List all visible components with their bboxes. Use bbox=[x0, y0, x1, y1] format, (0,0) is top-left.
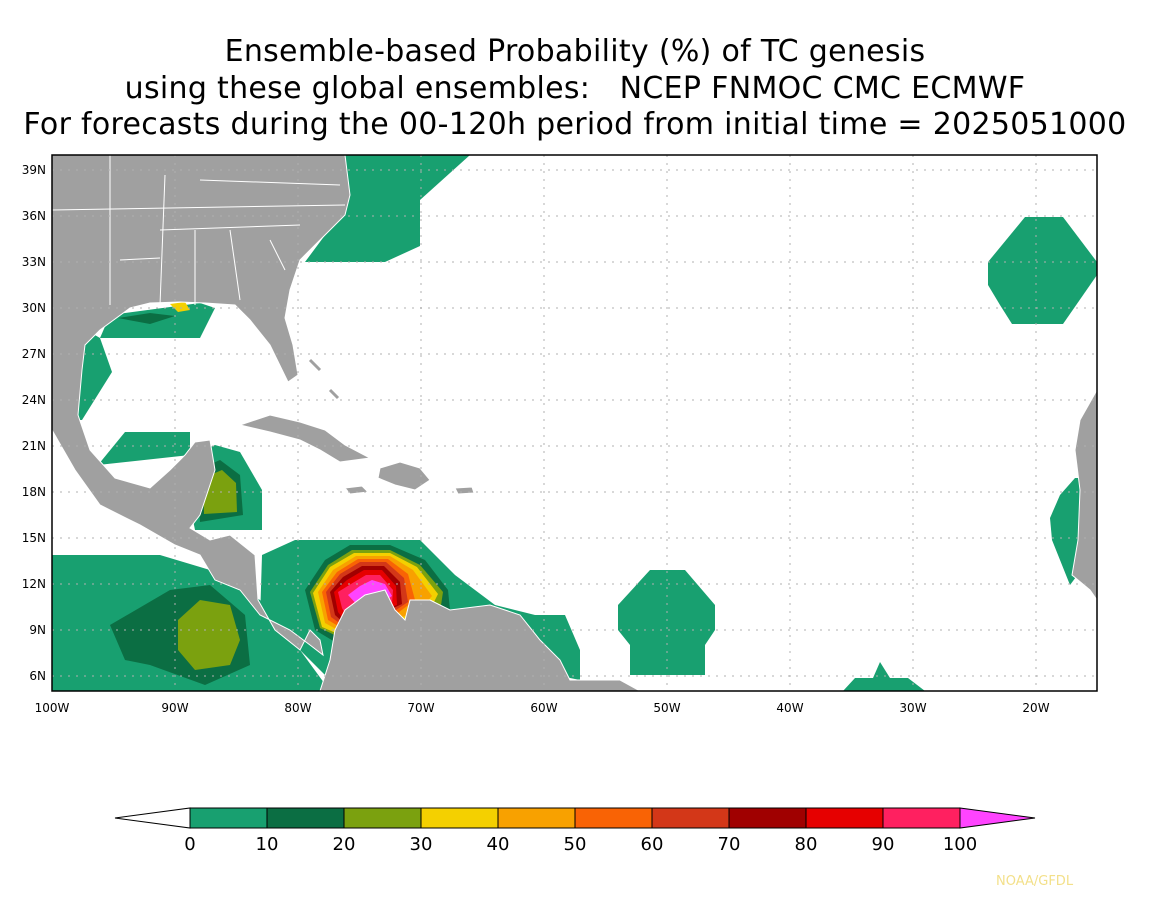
lat-axis: 39N 36N 33N 30N 27N 24N 21N 18N 15N 12N … bbox=[22, 163, 46, 683]
colorbar-swatch bbox=[728, 807, 807, 829]
title-line-3: For forecasts during the 00-120h period … bbox=[23, 107, 1127, 142]
credit-text: NOAA/GFDL bbox=[996, 874, 1074, 889]
lat-tick-label: 6N bbox=[29, 669, 46, 683]
lat-tick-label: 9N bbox=[29, 623, 46, 637]
jamaica bbox=[344, 485, 370, 495]
colorbar-label: 50 bbox=[564, 834, 587, 855]
colorbar-label: 40 bbox=[487, 834, 510, 855]
grid bbox=[52, 155, 1097, 691]
colorbar-swatch bbox=[189, 807, 268, 829]
colorbar-label: 60 bbox=[641, 834, 664, 855]
lat-tick-label: 39N bbox=[22, 163, 46, 177]
prob-area-gulf-north-core bbox=[118, 313, 175, 324]
prob-area-central-atlantic bbox=[618, 570, 715, 675]
colorbar-swatch bbox=[651, 807, 730, 829]
map-panel bbox=[52, 155, 1097, 691]
colorbar-swatch bbox=[574, 807, 653, 829]
prob-area-east-atlantic-north bbox=[988, 217, 1097, 324]
cuba bbox=[238, 414, 372, 463]
colorbar-swatch bbox=[805, 807, 884, 829]
lat-tick-label: 15N bbox=[22, 531, 46, 545]
lon-axis: 100W 90W 80W 70W 60W 50W 40W 30W 20W bbox=[35, 701, 1050, 715]
colorbar-swatch bbox=[266, 807, 345, 829]
title-line-1: Ensemble-based Probability (%) of TC gen… bbox=[224, 34, 926, 69]
bahamas bbox=[308, 358, 340, 400]
colorbar: 0 10 20 30 40 50 60 70 80 90 100 bbox=[114, 807, 1036, 855]
lon-tick-label: 20W bbox=[1022, 701, 1049, 715]
south-america bbox=[319, 589, 641, 691]
lat-tick-label: 12N bbox=[22, 577, 46, 591]
lat-tick-label: 24N bbox=[22, 393, 46, 407]
lon-tick-label: 70W bbox=[407, 701, 434, 715]
lon-tick-label: 100W bbox=[35, 701, 70, 715]
lat-tick-label: 21N bbox=[22, 439, 46, 453]
lat-tick-label: 36N bbox=[22, 209, 46, 223]
map-frame bbox=[51, 154, 1098, 692]
colorbar-label: 90 bbox=[872, 834, 895, 855]
title-line-2: using these global ensembles: NCEP FNMOC… bbox=[124, 71, 1026, 106]
colorbar-swatch bbox=[420, 807, 499, 829]
lat-tick-label: 27N bbox=[22, 347, 46, 361]
lon-tick-label: 90W bbox=[161, 701, 188, 715]
state-borders bbox=[52, 155, 346, 306]
colorbar-swatch bbox=[343, 807, 422, 829]
colorbar-label: 10 bbox=[256, 834, 279, 855]
puerto-rico bbox=[454, 486, 475, 495]
colorbar-swatch bbox=[497, 807, 576, 829]
hispaniola bbox=[377, 461, 431, 491]
prob-area-yucatan-west bbox=[98, 432, 190, 465]
colorbar-label: 100 bbox=[943, 834, 977, 855]
lon-tick-label: 50W bbox=[653, 701, 680, 715]
lat-tick-label: 33N bbox=[22, 255, 46, 269]
lat-tick-label: 30N bbox=[22, 301, 46, 315]
lon-tick-label: 30W bbox=[899, 701, 926, 715]
colorbar-label: 0 bbox=[184, 834, 195, 855]
lon-tick-label: 60W bbox=[530, 701, 557, 715]
land bbox=[52, 155, 1097, 691]
africa bbox=[1071, 388, 1097, 601]
colorbar-swatch bbox=[882, 807, 961, 829]
north-america bbox=[52, 155, 351, 657]
lon-tick-label: 40W bbox=[776, 701, 803, 715]
lat-tick-label: 18N bbox=[22, 485, 46, 499]
colorbar-right-arrow bbox=[959, 807, 1036, 829]
colorbar-label: 70 bbox=[718, 834, 741, 855]
colorbar-label: 30 bbox=[410, 834, 433, 855]
colorbar-label: 20 bbox=[333, 834, 356, 855]
lon-tick-label: 80W bbox=[284, 701, 311, 715]
colorbar-left-arrow bbox=[114, 807, 191, 829]
prob-area-gulf-north-peak bbox=[170, 302, 190, 312]
colorbar-label: 80 bbox=[795, 834, 818, 855]
prob-area-east-pacific-peak bbox=[178, 600, 240, 670]
